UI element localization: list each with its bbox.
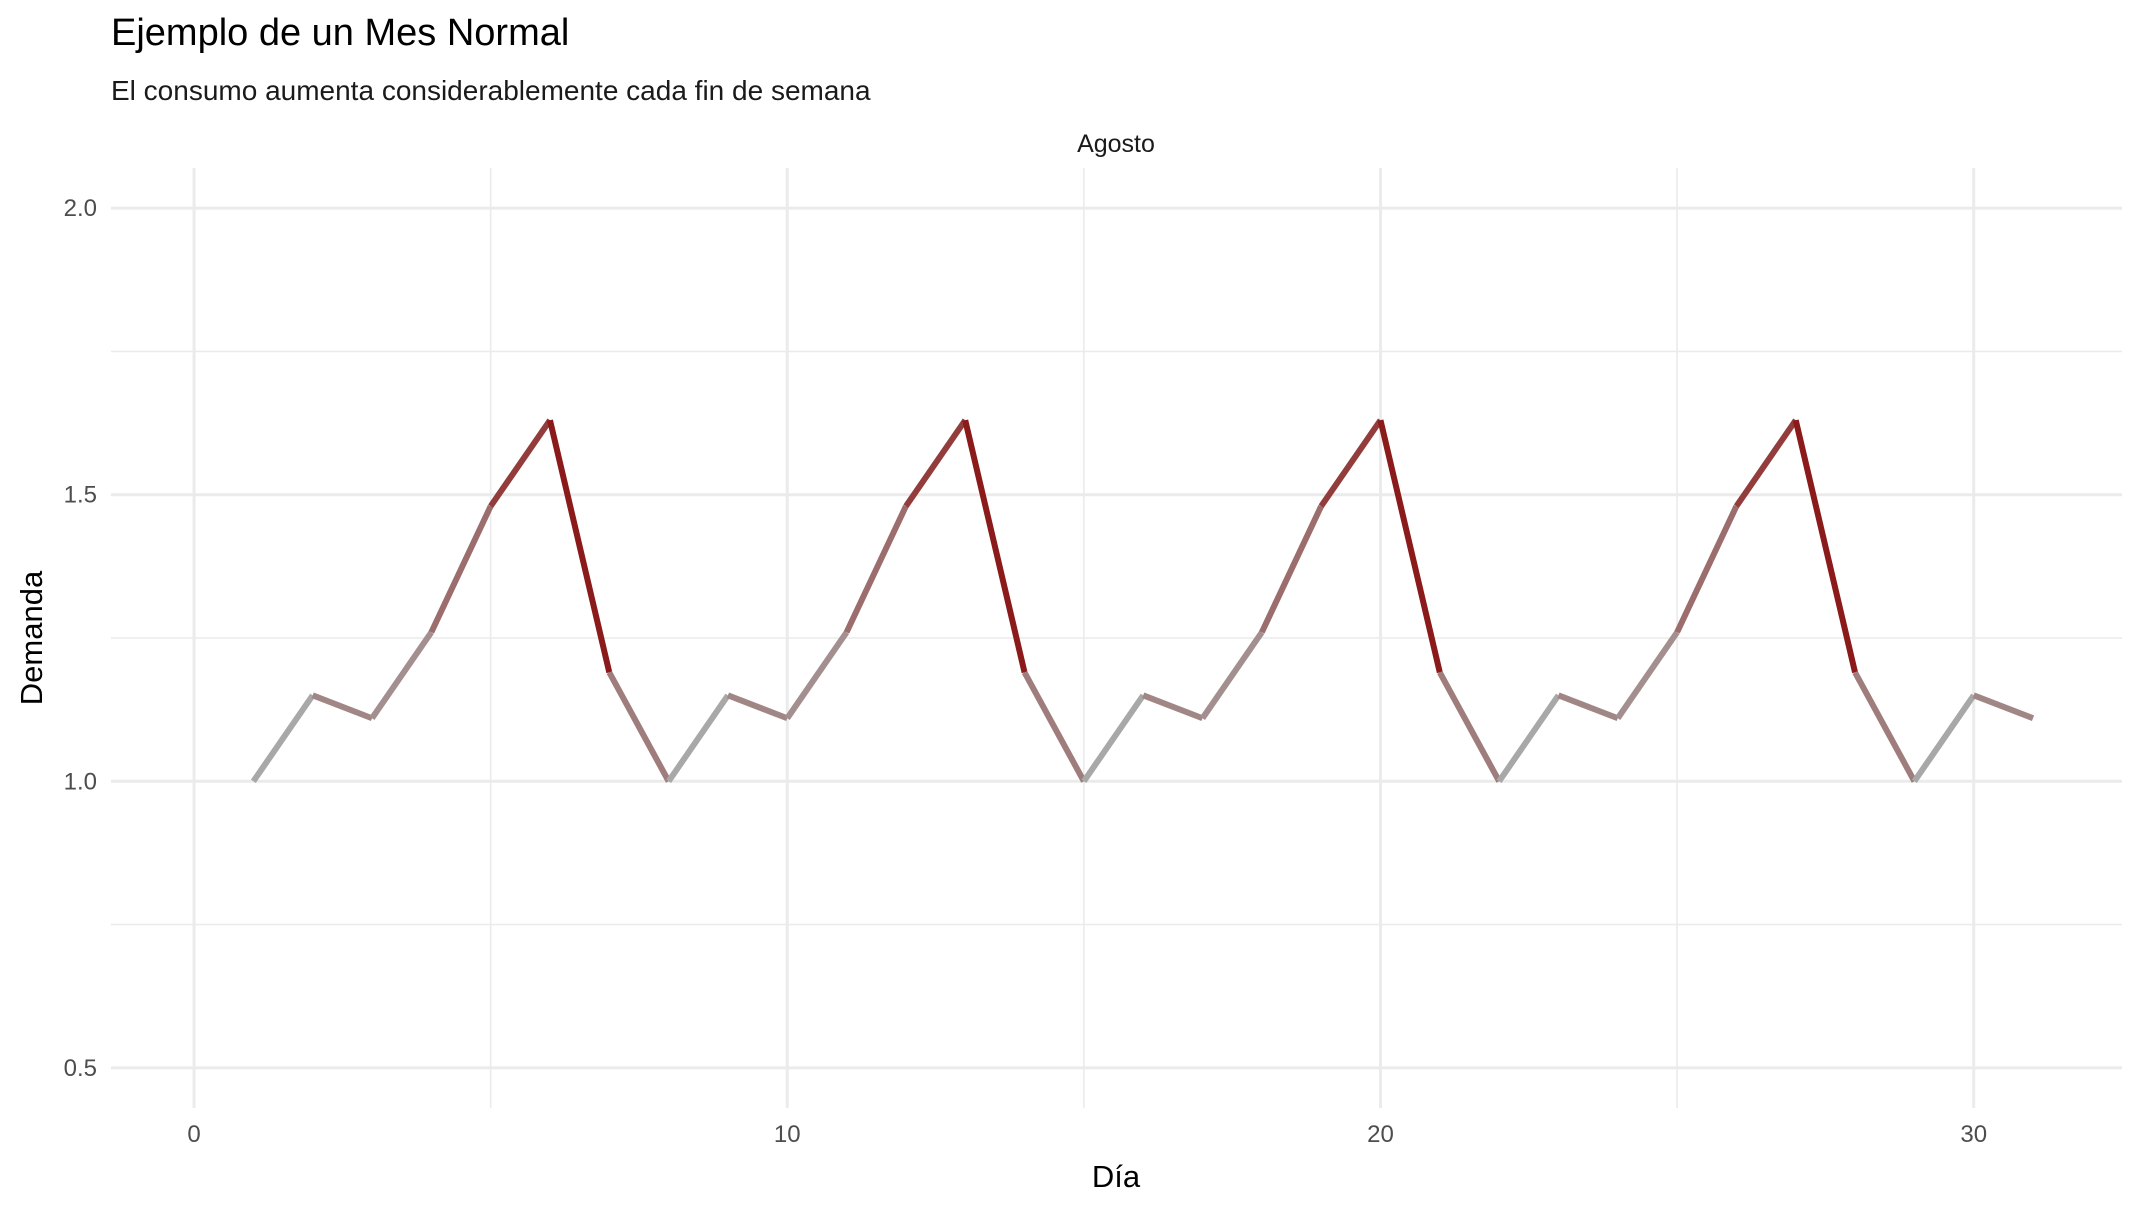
- line-segment: [428, 504, 494, 634]
- line-segment: [547, 419, 613, 674]
- y-tick-label: 2.0: [64, 195, 97, 222]
- line-segment: [843, 504, 909, 634]
- line-segment: [1615, 630, 1680, 720]
- line-segment: [1557, 692, 1619, 722]
- line-segment: [1496, 693, 1561, 783]
- line-segment: [1852, 670, 1918, 783]
- x-tick-label: 10: [774, 1121, 801, 1148]
- line-segment: [488, 418, 553, 508]
- x-tick-label: 0: [187, 1121, 200, 1148]
- line-segment: [1437, 670, 1502, 783]
- line-segment: [1142, 692, 1204, 722]
- y-tick-label: 1.0: [64, 768, 97, 795]
- chart-title: Ejemplo de un Mes Normal: [111, 12, 569, 54]
- line-segment: [369, 630, 434, 720]
- line-segment: [1911, 693, 1977, 783]
- line-segment: [784, 630, 850, 720]
- x-axis-title: Día: [1092, 1159, 1141, 1194]
- line-segment: [1318, 418, 1383, 508]
- line-segment: [1259, 504, 1324, 634]
- line-segment: [1081, 693, 1146, 783]
- line-segment: [666, 693, 731, 783]
- line-segment: [1733, 418, 1799, 508]
- x-axis-tick-labels: 0 10 20 30: [187, 1121, 1987, 1148]
- line-segment: [962, 419, 1028, 674]
- line-segment: [311, 692, 374, 722]
- line-segment: [903, 418, 968, 508]
- facet-strip-label: Agosto: [1077, 130, 1155, 158]
- line-segment: [1972, 692, 2035, 722]
- line-segment: [1200, 630, 1265, 720]
- line-segment: [1021, 670, 1087, 783]
- y-axis-tick-labels: 0.5 1.0 1.5 2.0: [64, 195, 97, 1082]
- minor-gridlines: [111, 168, 2122, 1108]
- y-tick-label: 0.5: [64, 1055, 97, 1082]
- line-segment: [1792, 419, 1858, 674]
- line-segment: [606, 670, 672, 783]
- major-gridlines: [111, 168, 2122, 1108]
- chart-subtitle: El consumo aumenta considerablemente cad…: [111, 75, 871, 106]
- line-segment: [1377, 419, 1443, 674]
- x-tick-label: 20: [1367, 1121, 1394, 1148]
- series-line: [250, 418, 2035, 783]
- y-tick-label: 1.5: [64, 482, 97, 509]
- x-tick-label: 30: [1960, 1121, 1987, 1148]
- line-segment: [250, 693, 316, 783]
- y-axis-title: Demanda: [14, 570, 49, 705]
- line-segment: [1674, 504, 1740, 634]
- line-segment: [726, 692, 789, 722]
